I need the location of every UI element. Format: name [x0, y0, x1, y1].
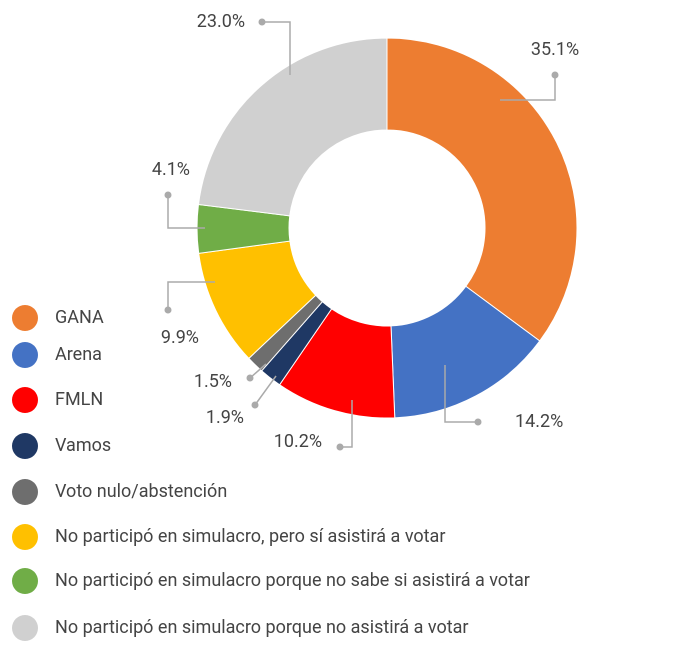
leader-line — [444, 365, 478, 423]
data-label: 35.1% — [531, 39, 579, 60]
leader-dot — [258, 18, 266, 26]
legend-label: No participó en simulacro porque no asis… — [55, 617, 469, 638]
leader-line — [340, 400, 353, 448]
legend-label: Voto nulo/abstención — [55, 481, 227, 502]
legend-swatch — [12, 433, 38, 459]
leader-dot — [336, 443, 344, 451]
leader-dot — [551, 71, 559, 79]
legend-swatch — [12, 524, 38, 550]
leader-dot — [164, 191, 172, 199]
data-label: 1.5% — [194, 371, 232, 392]
legend-swatch — [12, 615, 38, 641]
leader-line — [249, 363, 267, 379]
leader-line — [254, 375, 277, 406]
legend-label: No participó en simulacro, pero sí asist… — [55, 526, 445, 547]
legend-swatch — [12, 387, 38, 413]
legend-swatch — [12, 479, 38, 505]
slice — [386, 37, 578, 342]
legend-label: Arena — [55, 344, 102, 365]
legend-label: GANA — [55, 307, 104, 328]
leader-dot — [246, 374, 254, 382]
leader-dot — [251, 401, 259, 409]
legend-label: No participó en simulacro porque no sabe… — [55, 570, 530, 591]
legend-swatch — [12, 568, 38, 594]
data-label: 23.0% — [197, 11, 245, 32]
legend-swatch — [12, 305, 38, 331]
data-label: 4.1% — [152, 159, 190, 180]
legend-swatch — [12, 342, 38, 368]
legend-label: Vamos — [55, 435, 111, 456]
leader-line — [262, 21, 291, 75]
leader-line — [500, 75, 556, 101]
data-label: 10.2% — [274, 431, 322, 452]
data-label: 9.9% — [161, 327, 199, 348]
leader-dot — [474, 418, 482, 426]
leader-line — [167, 281, 215, 310]
data-label: 1.9% — [206, 407, 244, 428]
data-label: 14.2% — [515, 411, 563, 432]
leader-dot — [164, 306, 172, 314]
slice — [197, 37, 388, 217]
legend-label: FMLN — [55, 389, 103, 410]
leader-line — [167, 195, 205, 229]
